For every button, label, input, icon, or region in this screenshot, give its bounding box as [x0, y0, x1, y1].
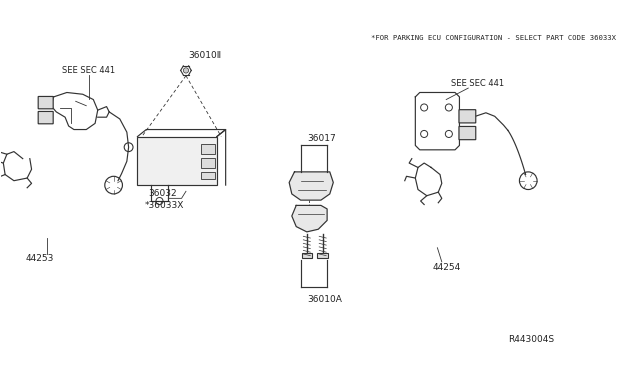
Polygon shape [289, 172, 333, 200]
Bar [317, 253, 328, 258]
FancyBboxPatch shape [459, 126, 476, 140]
Text: 44254: 44254 [433, 263, 461, 272]
FancyBboxPatch shape [38, 96, 53, 109]
Text: R443004S: R443004S [509, 335, 555, 344]
Text: *36033X: *36033X [145, 201, 184, 210]
Text: 36010A: 36010A [308, 295, 342, 304]
Text: 36017: 36017 [308, 134, 337, 143]
Polygon shape [292, 205, 327, 232]
Bar [201, 144, 215, 154]
FancyBboxPatch shape [459, 110, 476, 123]
FancyBboxPatch shape [38, 112, 53, 124]
Text: *FOR PARKING ECU CONFIGURATION - SELECT PART CODE 36033X: *FOR PARKING ECU CONFIGURATION - SELECT … [371, 35, 616, 41]
Text: 36032: 36032 [148, 189, 177, 198]
Text: SEE SEC 441: SEE SEC 441 [451, 79, 504, 88]
Bar [201, 172, 215, 179]
Circle shape [183, 68, 189, 73]
Bar [301, 253, 312, 258]
Text: 36010Ⅱ: 36010Ⅱ [189, 51, 221, 60]
Text: SEE SEC 441: SEE SEC 441 [63, 66, 116, 75]
FancyBboxPatch shape [138, 137, 217, 185]
Text: 44253: 44253 [26, 254, 54, 263]
Bar [201, 158, 215, 169]
